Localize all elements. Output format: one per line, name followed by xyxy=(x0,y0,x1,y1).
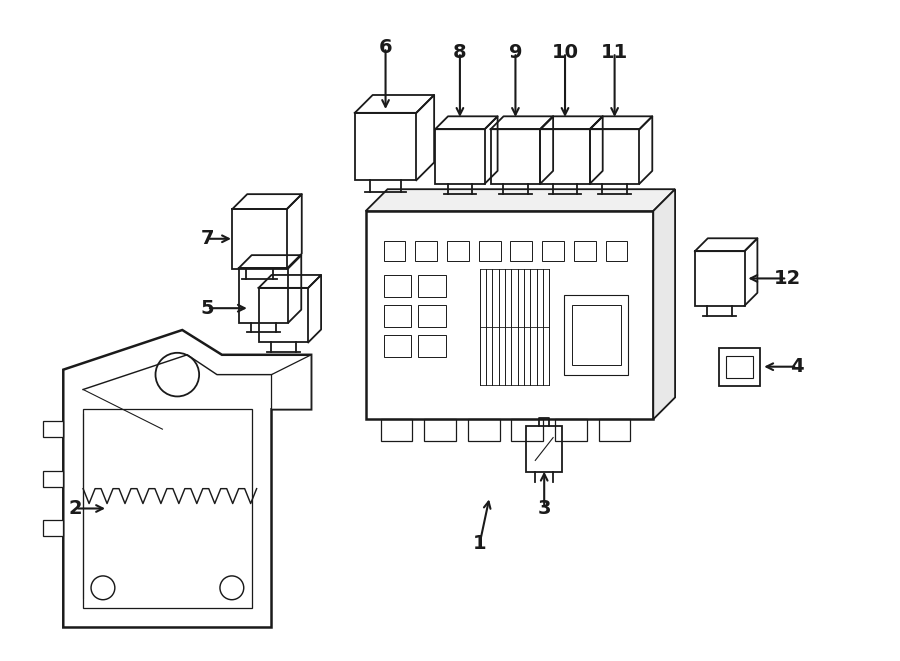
Polygon shape xyxy=(43,421,63,437)
Text: 4: 4 xyxy=(790,357,804,376)
Polygon shape xyxy=(365,211,653,419)
Text: 6: 6 xyxy=(379,38,392,57)
Polygon shape xyxy=(365,189,675,211)
Polygon shape xyxy=(43,471,63,486)
Text: 8: 8 xyxy=(453,43,467,62)
Text: 7: 7 xyxy=(201,229,214,249)
Polygon shape xyxy=(43,520,63,536)
Text: 11: 11 xyxy=(601,43,628,62)
Text: 10: 10 xyxy=(552,43,579,62)
Text: 12: 12 xyxy=(773,269,801,288)
Polygon shape xyxy=(719,348,760,385)
Polygon shape xyxy=(653,189,675,419)
Text: 3: 3 xyxy=(537,499,551,518)
Text: 9: 9 xyxy=(508,43,522,62)
Polygon shape xyxy=(526,426,562,472)
Polygon shape xyxy=(63,330,311,627)
Text: 1: 1 xyxy=(472,533,487,553)
Polygon shape xyxy=(272,355,311,409)
Text: 5: 5 xyxy=(200,299,214,318)
Text: 2: 2 xyxy=(68,499,82,518)
